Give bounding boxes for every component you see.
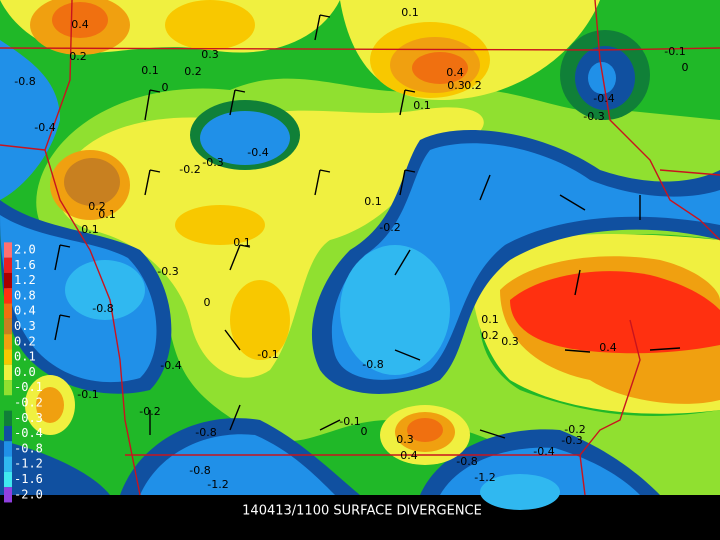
state-borders	[0, 0, 720, 496]
legend-label: -1.2	[14, 457, 43, 471]
contour-label: 0.1	[413, 99, 431, 112]
contour-label: 0.1	[401, 6, 419, 19]
legend-label: 0.3	[14, 319, 36, 333]
contour-label: -0.2	[179, 163, 200, 176]
contour-label: -0.1	[257, 348, 278, 361]
legend-swatch	[4, 441, 12, 457]
contour-label: -0.1	[664, 45, 685, 58]
contour-label: 0.4	[599, 341, 617, 354]
contour-labels: 0.40.2 0.30.1 0.2-0.8 0-0.4-0.4-0.3-0.20.40…	[14, 6, 688, 491]
contour-label: -1.2	[207, 478, 228, 491]
legend-swatch	[4, 257, 12, 273]
legend-label: -2.0	[14, 487, 43, 501]
contour-label: 0	[361, 425, 368, 438]
legend-label: -0.2	[14, 396, 43, 410]
legend-swatch	[4, 456, 12, 472]
contour-label: 0.3	[501, 335, 519, 348]
color-legend: 2.01.61.20.80.40.30.20.10.0-0.1-0.2-0.3-…	[4, 242, 43, 503]
contour-label: -0.3	[583, 110, 604, 123]
contour-label: 0.3	[447, 79, 465, 92]
contour-label: -0.8	[189, 464, 210, 477]
contour-label: 0.3	[201, 48, 219, 61]
contour-label: -0.1	[77, 388, 98, 401]
legend-label: 1.2	[14, 273, 36, 287]
contour-label: -0.2	[139, 405, 160, 418]
contour-label: 0.1	[141, 64, 159, 77]
wind-barbs	[54, 14, 681, 439]
legend-swatch	[4, 303, 12, 319]
legend-label: 2.0	[14, 243, 36, 257]
contour-label: -0.3	[157, 265, 178, 278]
contour-label: 0.4	[400, 449, 418, 462]
contour-label: 0.2	[69, 50, 87, 63]
legend-swatch	[4, 318, 12, 335]
legend-label: -0.4	[14, 426, 43, 440]
legend-label: 0.1	[14, 350, 36, 364]
contour-label: -0.8	[456, 455, 477, 468]
contour-label: -0.1	[339, 415, 360, 428]
legend-swatch	[4, 471, 12, 488]
contour-label: 0.1	[233, 236, 251, 249]
legend-swatch	[4, 349, 12, 365]
contour-label: 0.1	[81, 223, 99, 236]
contour-label: -0.2	[564, 423, 585, 436]
legend-swatch	[4, 272, 12, 289]
contour-label: 0.1	[98, 208, 116, 221]
legend-swatch	[4, 410, 12, 426]
legend-label: 0.0	[14, 365, 36, 379]
contour-label: -1.2	[474, 471, 495, 484]
contour-label: 0.2	[88, 200, 106, 213]
legend-label: 1.6	[14, 258, 36, 272]
legend-swatch	[4, 487, 12, 503]
contour-label: 0	[204, 296, 211, 309]
contour-label: 0	[162, 81, 169, 94]
contour-label: -0.4	[533, 445, 554, 458]
contour-label: -0.4	[34, 121, 55, 134]
legend-label: -1.6	[14, 472, 43, 486]
contour-label: 0.2	[184, 65, 202, 78]
legend-swatch	[4, 380, 12, 396]
legend-label: -0.8	[14, 441, 43, 455]
contour-label: -0.4	[160, 359, 181, 372]
legend-swatch	[4, 395, 12, 411]
contour-label: -0.8	[195, 426, 216, 439]
legend-swatch	[4, 334, 12, 350]
contour-label: 0.4	[71, 18, 89, 31]
contour-label: 0.1	[481, 313, 499, 326]
map-title: 140413/1100 SURFACE DIVERGENCE	[242, 504, 482, 519]
contour-label: -0.8	[92, 302, 113, 315]
contour-label: -0.4	[247, 146, 268, 159]
legend-label: 0.4	[14, 304, 36, 318]
contour-label: -0.8	[14, 75, 35, 88]
contour-label: 0.2	[464, 79, 482, 92]
legend-label: -0.1	[14, 380, 43, 394]
legend-label: 0.2	[14, 334, 36, 348]
legend-swatch	[4, 242, 12, 258]
legend-label: -0.3	[14, 411, 43, 425]
contour-label: 0.1	[364, 195, 382, 208]
contour-label: 0.3	[396, 433, 414, 446]
contour-label: -0.3	[202, 156, 223, 169]
contour-label: -0.2	[379, 221, 400, 234]
legend-swatch	[4, 425, 12, 442]
divergence-field	[0, 0, 720, 510]
contour-label: -0.4	[593, 92, 614, 105]
legend-swatch	[4, 288, 12, 304]
legend-label: 0.8	[14, 288, 36, 302]
contour-label: -0.8	[362, 358, 383, 371]
contour-label: 0.4	[446, 66, 464, 79]
contour-label: 0.2	[481, 329, 499, 342]
contour-label: 0	[682, 61, 689, 74]
legend-swatch	[4, 364, 12, 381]
contour-label: -0.3	[561, 434, 582, 447]
